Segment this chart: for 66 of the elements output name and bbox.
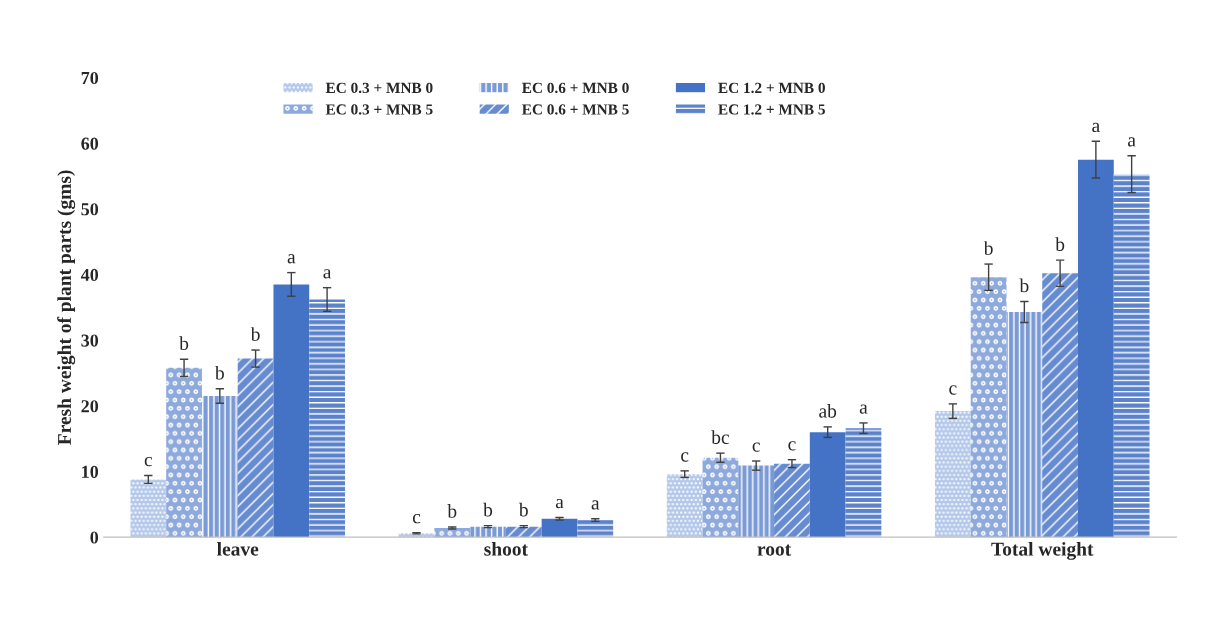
y-tick-label: 70 [81, 71, 99, 85]
bar [934, 411, 971, 538]
y-tick-label: 60 [81, 137, 99, 150]
bar [273, 284, 310, 538]
bar [1006, 311, 1043, 538]
bar [166, 367, 202, 538]
bar [774, 463, 810, 538]
legend-label: EC 1.2 + MNB 5 [718, 104, 825, 115]
data-label: a [859, 404, 868, 414]
data-label: b [447, 504, 457, 518]
data-label: a [287, 254, 296, 264]
bar [470, 526, 506, 538]
bar [809, 432, 846, 538]
data-label: b [483, 502, 493, 517]
y-tick-label: 20 [81, 400, 99, 413]
legend-label: EC 1.2 + MNB 0 [718, 82, 825, 94]
bar [201, 396, 238, 538]
x-tick-label: leave [217, 542, 259, 556]
bar [541, 518, 578, 538]
data-label: c [949, 385, 957, 395]
x-tick-label: root [757, 544, 792, 556]
data-label: b [179, 336, 189, 351]
x-tick-label: Total weight [991, 542, 1094, 560]
y-tick-label: 40 [80, 268, 99, 282]
data-label: bc [711, 430, 730, 444]
data-label: a [1128, 137, 1136, 147]
bar [702, 457, 739, 538]
data-label: c [681, 452, 689, 462]
data-label: ab [819, 403, 837, 418]
legend-label: EC 0.6 + MNB 5 [522, 104, 629, 115]
bar [738, 465, 775, 538]
bar [1113, 174, 1150, 538]
bar [577, 520, 614, 538]
y-tick-label: 0 [90, 531, 99, 544]
legend-label: EC 0.3 + MNB 5 [325, 104, 433, 115]
data-label: a [591, 500, 600, 510]
data-label: b [518, 502, 528, 517]
bar [970, 277, 1007, 538]
legend-label: EC 0.6 + MNB 0 [522, 82, 629, 94]
y-tick-label: 50 [81, 203, 99, 216]
bar [1042, 273, 1078, 538]
data-label: a [323, 269, 332, 279]
data-label: c [752, 442, 760, 452]
data-label: a [1092, 122, 1100, 133]
legend-label: EC 0.3 + MNB 0 [325, 82, 433, 94]
bar [666, 474, 703, 538]
data-label: b [1019, 278, 1029, 293]
data-label: b [983, 241, 993, 255]
data-label: b [250, 327, 260, 341]
bar [505, 526, 542, 538]
y-tick-label: 30 [81, 334, 99, 347]
data-label: c [144, 456, 153, 467]
bar [309, 299, 345, 538]
data-label: b [214, 365, 224, 380]
data-label: c [412, 514, 421, 524]
data-label: c [788, 441, 796, 451]
y-tick-label: 10 [82, 465, 99, 478]
bar [1078, 159, 1114, 538]
bar [237, 358, 274, 538]
data-label: b [1055, 237, 1065, 251]
data-label: a [555, 498, 564, 509]
y-axis-title: Fresh weight of plant parts (gms) [57, 170, 76, 445]
x-tick-label: shoot [484, 542, 528, 556]
bar [845, 428, 882, 538]
bar [130, 479, 167, 538]
bar [434, 527, 471, 538]
